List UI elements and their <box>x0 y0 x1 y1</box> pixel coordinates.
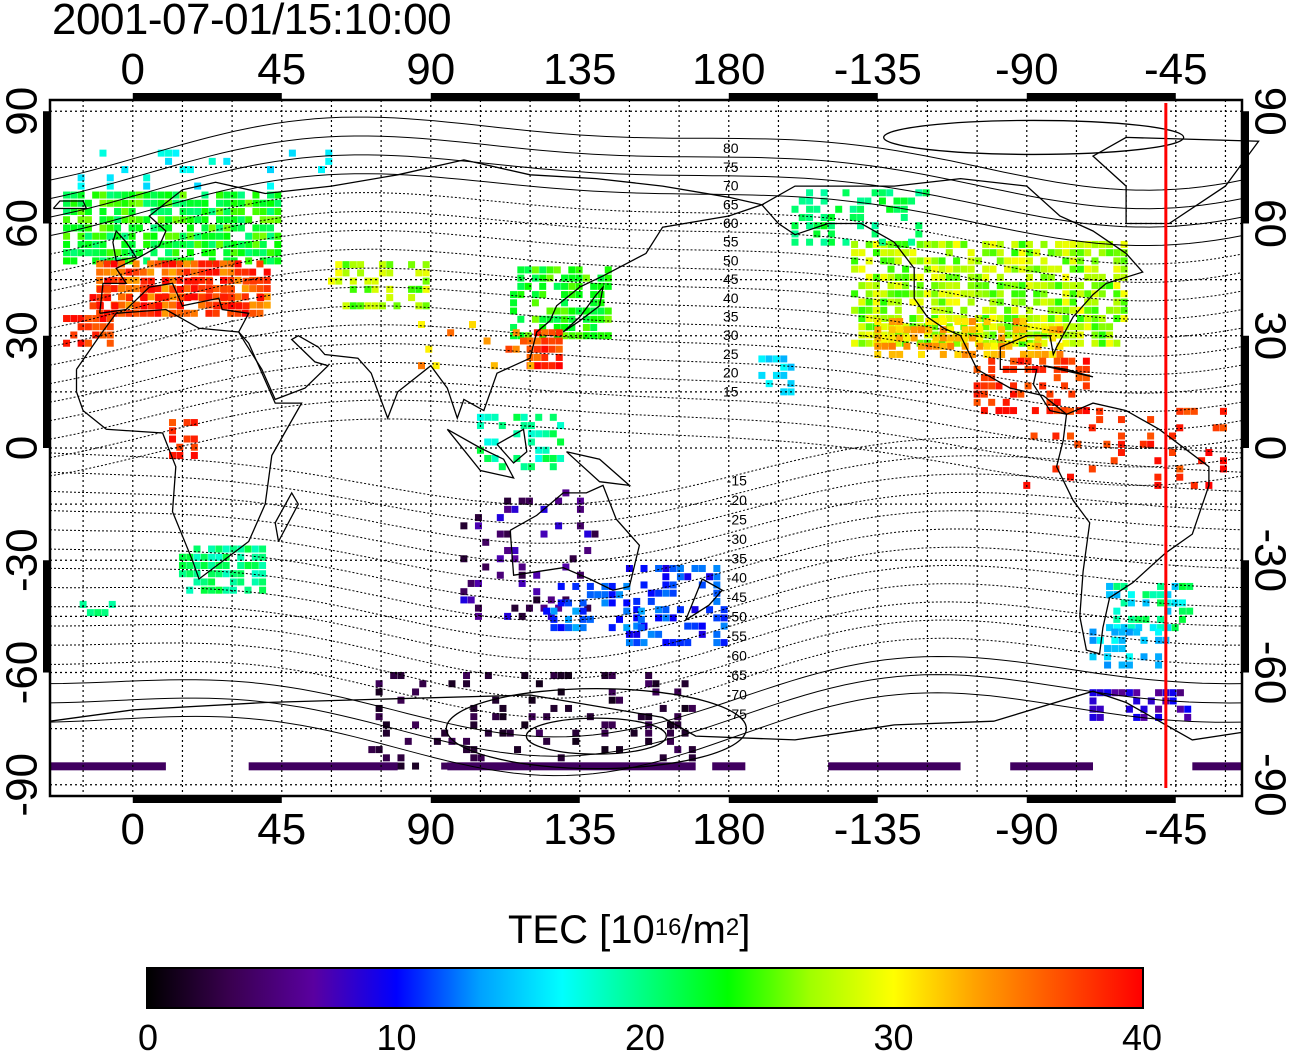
contour-label: 45 <box>723 271 739 287</box>
left-latitude-label: -60 <box>0 641 47 705</box>
left-latitude-label: 60 <box>0 199 47 248</box>
colorbar-tick-label: 30 <box>873 1018 913 1058</box>
contour-label: 75 <box>723 159 739 175</box>
top-longitude-label: -135 <box>834 45 922 94</box>
contour-label: -70 <box>727 686 747 702</box>
contour-label: -50 <box>727 609 747 625</box>
right-latitude-label: -60 <box>1246 641 1292 705</box>
top-longitude-label: 45 <box>257 45 306 94</box>
right-latitude-label: 90 <box>1246 87 1292 136</box>
bottom-longitude-label: 45 <box>257 805 306 854</box>
contour-label: 30 <box>723 327 739 343</box>
left-latitude-label: 30 <box>0 311 47 360</box>
top-longitude-label: 135 <box>543 45 616 94</box>
contour-label: 20 <box>723 365 739 381</box>
tec-data-layer <box>50 150 1242 771</box>
tec-colorbar <box>146 967 1144 1009</box>
left-latitude-label: -90 <box>0 753 47 817</box>
top-longitude-label: 90 <box>406 45 455 94</box>
contour-label: 80 <box>723 140 739 156</box>
right-latitude-label: 60 <box>1246 199 1292 248</box>
top-longitude-label: 0 <box>121 45 145 94</box>
colorbar-tick-label: 10 <box>376 1018 416 1058</box>
contour-label: 35 <box>723 309 739 325</box>
right-latitude-label: -30 <box>1246 528 1292 592</box>
contour-label: -20 <box>727 492 747 508</box>
contour-label: -15 <box>727 472 747 488</box>
bottom-longitude-label: -90 <box>995 805 1059 854</box>
colorbar-tick-label: 40 <box>1122 1018 1162 1058</box>
contour-label: 70 <box>723 178 739 194</box>
contour-label: -45 <box>727 589 747 605</box>
colorbar-tick-label: 0 <box>138 1018 158 1058</box>
tec-world-map: 8075706560555045403530252015-15-20-25-30… <box>0 0 1292 900</box>
contour-label: 60 <box>723 215 739 231</box>
left-latitude-label: -30 <box>0 528 47 592</box>
contour-label: -55 <box>727 628 747 644</box>
coastline <box>275 493 298 542</box>
left-latitude-label: 0 <box>0 436 47 460</box>
right-latitude-label: -90 <box>1246 753 1292 817</box>
right-latitude-label: 30 <box>1246 311 1292 360</box>
left-latitude-label: 90 <box>0 87 46 136</box>
colorbar-tick-label: 20 <box>625 1018 665 1058</box>
top-longitude-label: 180 <box>692 45 765 94</box>
contour-label: 55 <box>723 234 739 250</box>
coastline <box>567 452 630 486</box>
contour-label: 40 <box>723 290 739 306</box>
contour-label: -35 <box>727 550 747 566</box>
bottom-longitude-label: 135 <box>543 805 616 854</box>
contour-label: -25 <box>727 511 747 527</box>
contour-label: 15 <box>723 383 739 399</box>
contour-label: 25 <box>723 346 739 362</box>
bottom-longitude-label: 180 <box>692 805 765 854</box>
right-latitude-label: 0 <box>1246 436 1292 460</box>
top-longitude-label: -45 <box>1144 45 1208 94</box>
contour-label: -75 <box>727 706 747 722</box>
bottom-longitude-label: 90 <box>406 805 455 854</box>
bottom-longitude-label: -135 <box>834 805 922 854</box>
contour-label: -60 <box>727 648 747 664</box>
contour-label: -40 <box>727 570 747 586</box>
contour-label: 50 <box>723 252 739 268</box>
colorbar-title: TEC [1016/m2] <box>508 906 750 954</box>
contour-label: -30 <box>727 531 747 547</box>
bottom-longitude-label: 0 <box>121 805 145 854</box>
coastline <box>77 310 302 580</box>
contour-label: -65 <box>727 667 747 683</box>
top-longitude-label: -90 <box>995 45 1059 94</box>
bottom-longitude-label: -45 <box>1144 805 1208 854</box>
